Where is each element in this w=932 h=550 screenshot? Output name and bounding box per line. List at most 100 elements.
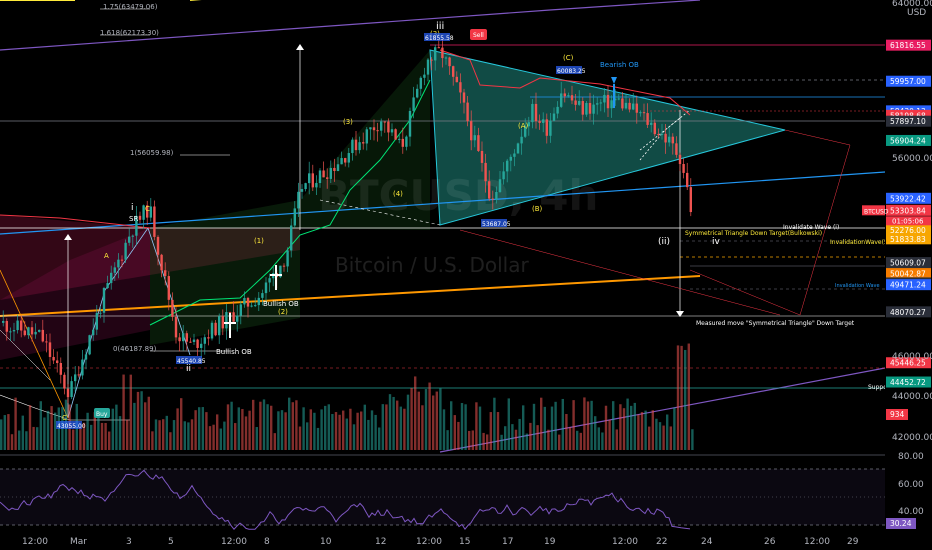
volume-bar	[529, 422, 532, 450]
candlesticks	[2, 38, 692, 403]
volume-bar	[280, 410, 284, 450]
volume-bar	[241, 409, 244, 450]
rsi-pane	[0, 454, 885, 531]
candle	[117, 253, 120, 279]
candle	[293, 201, 296, 228]
time-axis[interactable]: 12:00 Mar 3 5 12:00 8 10 12 12:00 15 17 19 12:00 22 24…	[0, 532, 932, 550]
candle	[538, 114, 541, 130]
candle	[459, 73, 462, 104]
candle	[257, 292, 260, 312]
wave-a-label: (A)	[518, 122, 529, 130]
price-tag-text: 50609.07	[890, 259, 926, 268]
background-layer	[0, 49, 786, 360]
volume-bar	[25, 431, 28, 450]
volume-bar	[144, 402, 147, 450]
volume-bar	[676, 345, 680, 450]
volume-bar	[525, 433, 528, 450]
wave-b-label: (B)	[532, 205, 543, 213]
sr-label: SR	[129, 215, 138, 223]
candle	[239, 300, 242, 325]
price-tag-text: 59957.00	[890, 77, 926, 86]
candle	[52, 349, 55, 364]
candle	[444, 56, 448, 65]
wave-c-bottom-label: C	[62, 414, 67, 422]
candle	[77, 366, 80, 378]
volume-bar	[691, 429, 694, 450]
volume-bar	[36, 427, 39, 450]
volume-bar	[504, 426, 507, 450]
candle	[318, 168, 322, 188]
price-tag: 50609.07	[886, 257, 931, 269]
candle	[322, 161, 325, 178]
measured-move-label: Measured move "Symmetrical Triangle" Dow…	[696, 320, 855, 327]
volume-bar	[295, 400, 298, 450]
candle	[614, 89, 617, 106]
volume-bar	[673, 407, 676, 450]
time-tick: 12	[375, 537, 386, 547]
candle	[185, 330, 188, 351]
time-tick: 12:00	[416, 537, 442, 547]
candle	[581, 97, 584, 121]
candle	[236, 305, 239, 332]
candle	[189, 337, 192, 343]
candle	[668, 126, 671, 147]
price-tick: 46000.00	[892, 352, 932, 362]
candle	[135, 206, 138, 246]
price-tag: 52276.00	[886, 224, 931, 236]
candle	[171, 292, 174, 321]
bearish-ob-label: Bearish OB	[600, 61, 639, 69]
volume-bar	[572, 400, 575, 450]
candle	[225, 303, 228, 340]
candle	[207, 329, 210, 346]
volume-bar	[302, 407, 305, 450]
volume-bar	[540, 397, 543, 450]
volume-bar	[406, 394, 410, 450]
candle	[81, 349, 84, 380]
volume-bar	[349, 408, 352, 450]
candle	[138, 211, 142, 224]
candle	[167, 271, 170, 311]
volume-bar	[630, 405, 633, 450]
price-tag: 45446.25	[886, 357, 931, 369]
volume-bar	[288, 397, 291, 450]
fib-1-label: 1(56059.98)	[130, 149, 174, 157]
volume-bar	[28, 405, 32, 450]
b-price-label: 53687.05	[482, 221, 511, 228]
price-tag: 49471.24	[886, 279, 931, 291]
volume-bar	[50, 406, 53, 450]
volume-bar	[180, 398, 183, 450]
candle	[333, 158, 336, 182]
candle	[513, 149, 516, 167]
candle	[660, 123, 664, 140]
volume-bar	[511, 424, 514, 450]
volume-bar	[435, 391, 438, 450]
price-axis[interactable]: 64000.00 USD 61816.5559957.0058430.13581…	[862, 0, 932, 550]
candle	[203, 334, 206, 355]
candle	[308, 161, 311, 195]
volume-bar	[140, 391, 143, 450]
volume-bar	[662, 425, 665, 450]
volume-bar	[244, 416, 248, 450]
volume-bar	[507, 398, 510, 450]
candle	[682, 158, 685, 179]
price-tag: 50042.87	[886, 268, 931, 280]
volume-bar	[183, 421, 186, 450]
candle	[174, 307, 178, 344]
candle	[563, 88, 566, 103]
wave-c-small-label: C	[145, 205, 150, 213]
candle	[286, 247, 289, 273]
candle	[574, 93, 577, 111]
candle	[419, 76, 422, 96]
volume-bar	[194, 410, 197, 450]
volume-bar	[626, 398, 629, 450]
volume-bar	[608, 419, 611, 450]
candle	[484, 153, 487, 193]
candle	[304, 182, 307, 192]
volume-bar	[100, 422, 104, 450]
volume-bar	[126, 419, 129, 450]
candle	[430, 57, 433, 71]
wave-4-label: (4)	[393, 190, 403, 198]
volume-bar	[216, 414, 219, 450]
